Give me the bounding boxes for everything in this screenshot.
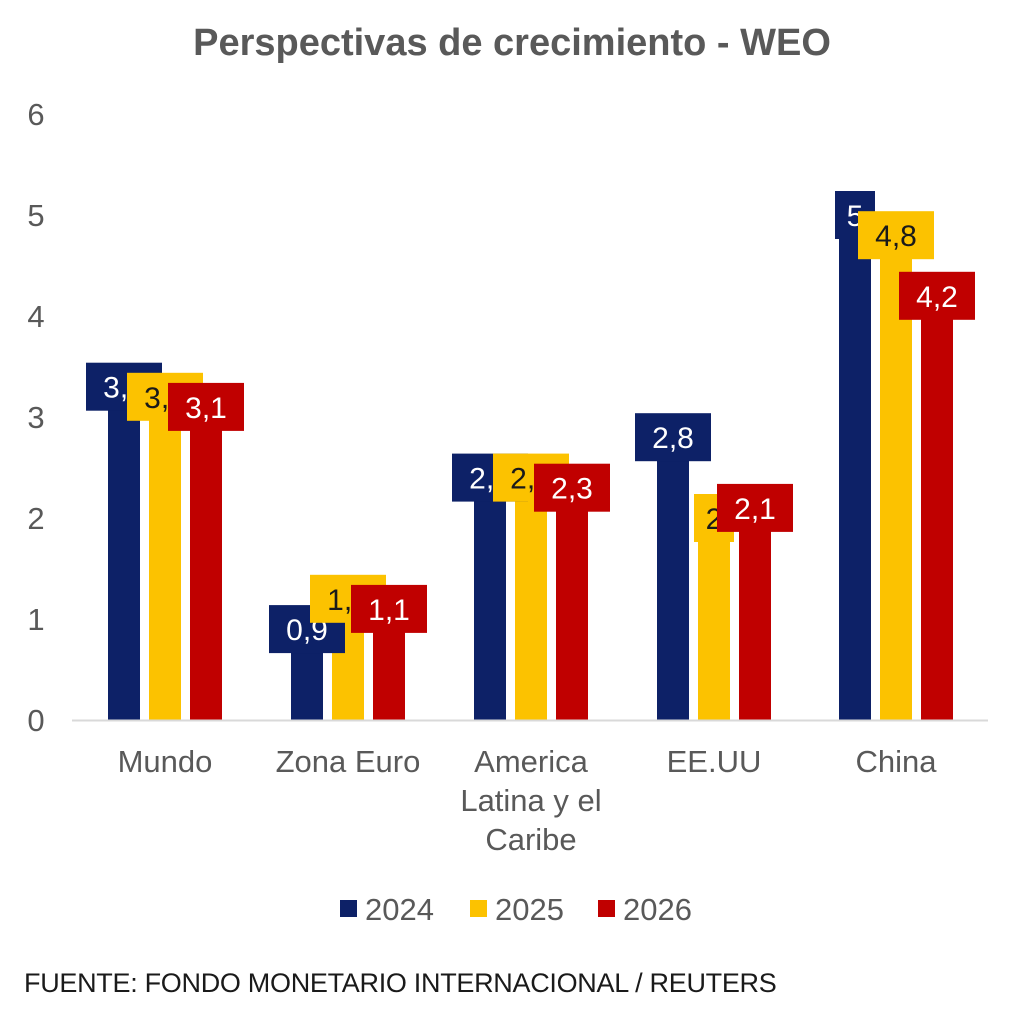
legend-swatch-2024 (340, 900, 357, 917)
bar-2025 (515, 477, 547, 720)
data-label-2024: 2,8 (652, 422, 694, 455)
data-label-box-2026 (534, 463, 610, 512)
y-tick-label: 3 (27, 400, 44, 435)
data-label-2025: 4,8 (875, 220, 917, 253)
data-label-2026: 2,3 (551, 473, 593, 506)
data-label-box-2026 (351, 584, 427, 633)
legend-swatch-2025 (470, 900, 487, 917)
bar-2025 (149, 396, 181, 720)
x-tick-label: Mundo (118, 744, 213, 779)
bar-2025 (698, 518, 730, 720)
data-label-box-2026 (899, 271, 975, 320)
chart-title: Perspectivas de crecimiento - WEO (193, 22, 831, 64)
bar-2026 (556, 487, 588, 720)
legend-label-2026: 2026 (623, 892, 692, 927)
data-label-box-2024 (635, 413, 711, 462)
data-label-2026: 2,1 (734, 493, 776, 526)
bar-2024 (474, 477, 506, 720)
bar-2026 (739, 507, 771, 720)
x-tick-label: America (474, 744, 588, 779)
y-tick-label: 4 (27, 299, 44, 334)
legend-label-2024: 2024 (365, 892, 434, 927)
data-label-box-2026 (717, 483, 793, 532)
bar-2026 (921, 295, 953, 720)
y-tick-label: 2 (27, 501, 44, 536)
bar-2026 (190, 406, 222, 720)
y-tick-label: 0 (27, 703, 44, 738)
x-tick-label: China (856, 744, 938, 779)
bar-2024 (839, 215, 871, 720)
data-label-2026: 3,1 (185, 392, 227, 425)
x-tick-label: Caribe (485, 822, 576, 857)
bar-2024 (108, 386, 140, 720)
legend-swatch-2026 (598, 900, 615, 917)
y-tick-label: 1 (27, 602, 44, 637)
data-label-box-2026 (168, 382, 244, 431)
y-tick-label: 5 (27, 198, 44, 233)
y-tick-label: 6 (27, 97, 44, 132)
source-note: FUENTE: FONDO MONETARIO INTERNACIONAL / … (24, 968, 777, 998)
bar-2024 (657, 437, 689, 720)
x-tick-label: Zona Euro (276, 744, 421, 779)
x-tick-label: EE.UU (667, 744, 762, 779)
legend-label-2025: 2025 (495, 892, 564, 927)
data-label-box-2025 (858, 211, 934, 260)
data-label-2026: 1,1 (368, 594, 410, 627)
data-label-2026: 4,2 (916, 281, 958, 314)
x-tick-label: Latina y el (460, 783, 601, 818)
